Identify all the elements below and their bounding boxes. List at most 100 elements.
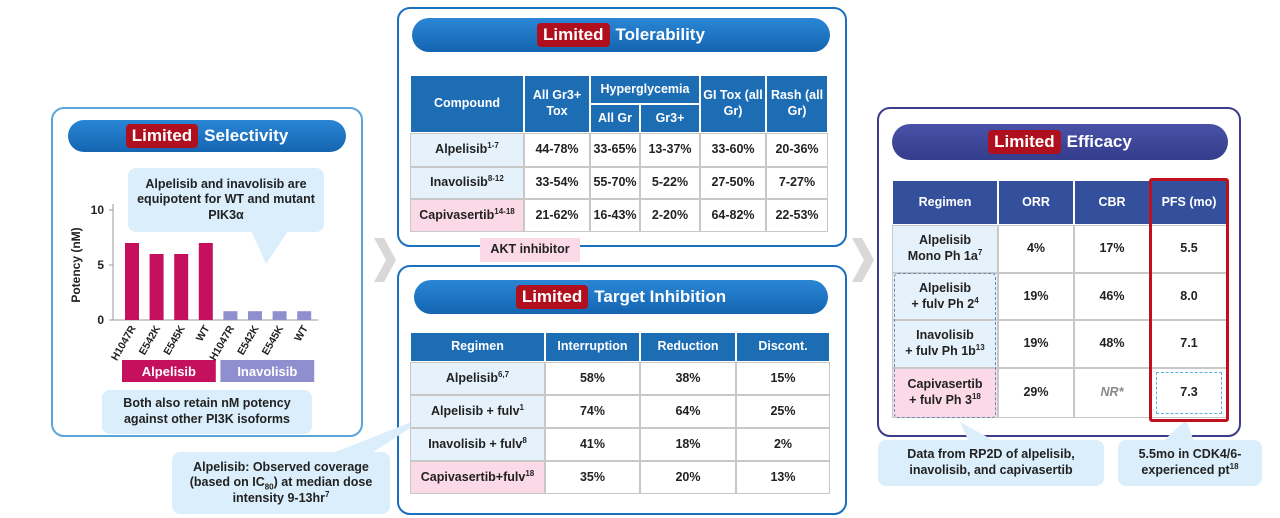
row-header: Alpelisib Mono Ph 1a7 [892, 225, 998, 273]
column-header: Gr3+ [640, 104, 700, 133]
legend-label: Inavolisib [237, 364, 297, 379]
row-label-line: Alpelisib [918, 233, 972, 248]
y-axis-label: Potency (nM) [69, 227, 83, 302]
table-cell: 55-70% [590, 167, 640, 199]
section-header: Limited Target Inhibition [414, 280, 828, 314]
column-header: Regimen [892, 180, 998, 225]
column-header: Compound [410, 75, 524, 133]
row-label: Capivasertib14-18 [419, 206, 515, 224]
row-label-sup: 7 [977, 247, 983, 257]
section-header: Limited Selectivity [68, 120, 346, 152]
callout: 5.5mo in CDK4/6-experienced pt18 [1118, 440, 1262, 486]
row-label: Inavolisib + fulv8 [428, 435, 527, 453]
column-header: Regimen [410, 332, 545, 362]
row-label-line: Mono Ph 1a [907, 249, 978, 263]
column-header: Hyperglycemia [590, 75, 700, 104]
table-cell: 20% [640, 461, 736, 494]
row-label: Alpelisib1-7 [435, 142, 499, 158]
bar [272, 311, 287, 320]
callout: Alpelisib and inavolisib are equipotent … [128, 168, 324, 232]
row-label: Inavolisib + fulv Ph 1b13 [905, 328, 984, 359]
bar [223, 311, 238, 320]
column-header: Rash (all Gr) [766, 75, 828, 133]
table-cell: 7.3 [1150, 368, 1228, 418]
table-cell: 15% [736, 362, 830, 395]
row-label: Alpelisib Mono Ph 1a7 [908, 233, 983, 264]
table-cell: 44-78% [524, 133, 590, 167]
table-cell: 22-53% [766, 199, 828, 232]
bar [198, 243, 213, 320]
row-label-sup: 6,7 [497, 369, 510, 379]
table-cell: 41% [545, 428, 640, 461]
header-title: Efficacy [1066, 132, 1132, 151]
y-tick-label: 5 [97, 258, 104, 272]
column-header: All Gr3+ Tox [524, 75, 590, 133]
callout-tail [1160, 420, 1195, 444]
row-label-line: Inavolisib [916, 328, 974, 343]
label: AKT inhibitor [480, 238, 580, 262]
row-label-name: Capivasertib [419, 207, 495, 222]
table-cell: 33-54% [524, 167, 590, 199]
bar [125, 243, 139, 320]
table-cell: 16-43% [590, 199, 640, 232]
row-label-line: + fulv Ph 1b [905, 344, 976, 358]
table-cell: 29% [998, 368, 1074, 418]
column-header: Discont. [736, 332, 830, 362]
row-label-sup: 4 [974, 295, 979, 305]
bar [248, 311, 262, 320]
table-cell: 35% [545, 461, 640, 494]
table-cell: 64% [640, 395, 736, 428]
table-cell: NR* [1074, 368, 1150, 418]
row-label-sup: 8 [522, 435, 527, 445]
chevron [852, 238, 874, 282]
table-cell: 17% [1074, 225, 1150, 273]
callout-part: 7 [324, 489, 330, 499]
header-title: Selectivity [204, 126, 289, 145]
table-cell: 5.5 [1150, 225, 1228, 273]
table-cell: 33-60% [700, 133, 766, 167]
column-header: ORR [998, 180, 1074, 225]
callout-part: Alpelisib: Observed coverage (based on I… [189, 459, 369, 490]
table-cell: 7.1 [1150, 320, 1228, 368]
row-label-sup: 8-12 [487, 174, 504, 184]
table-cell: 33-65% [590, 133, 640, 167]
table-cell: 58% [545, 362, 640, 395]
column-header: GI Tox (all Gr) [700, 75, 766, 133]
table-cell: 13% [736, 461, 830, 494]
row-header: Alpelisib6,7 [410, 362, 545, 395]
table-cell: 5-22% [640, 167, 700, 199]
callout-part: ) at median dose intensity 9-13hr [232, 475, 373, 505]
row-label-line: Alpelisib [918, 280, 972, 295]
chevron [374, 238, 396, 282]
bar [174, 254, 189, 320]
row-label: Alpelisib + fulv1 [431, 402, 524, 420]
column-header: Reduction [640, 332, 736, 362]
row-header: Capivasertib14-18 [410, 199, 524, 232]
row-label: Alpelisib + fulv Ph 24 [911, 281, 978, 312]
table-cell: 2% [736, 428, 830, 461]
header-title: Tolerability [615, 25, 705, 44]
row-label: Capivasertib+fulv18 [420, 468, 535, 486]
table-cell: 38% [640, 362, 736, 395]
row-label-sup: 18 [525, 468, 535, 478]
header-tag: Limited [515, 285, 589, 309]
row-label-sup: 13 [975, 342, 985, 352]
table-cell: 48% [1074, 320, 1150, 368]
y-tick-label: 0 [97, 313, 104, 327]
highlight-box [1149, 178, 1229, 422]
row-header: Capivasertib + fulv Ph 318 [892, 368, 998, 418]
row-label-name: Capivasertib+fulv [420, 469, 526, 484]
row-label-sup: 1-7 [487, 141, 499, 151]
row-header: Inavolisib8-12 [410, 167, 524, 199]
callout-part: 80 [264, 482, 274, 492]
column-header: All Gr [590, 104, 640, 133]
column-header: CBR [1074, 180, 1150, 225]
callout: Alpelisib: Observed coverage (based on I… [172, 452, 390, 514]
table-cell: 74% [545, 395, 640, 428]
row-label-line: + fulv Ph 2 [911, 296, 975, 311]
row-label: Capivasertib + fulv Ph 318 [907, 377, 982, 408]
row-label-sup: 14-18 [494, 206, 515, 216]
row-label-name: Inavolisib + fulv [428, 436, 523, 451]
row-label-sup: 1 [519, 402, 524, 412]
